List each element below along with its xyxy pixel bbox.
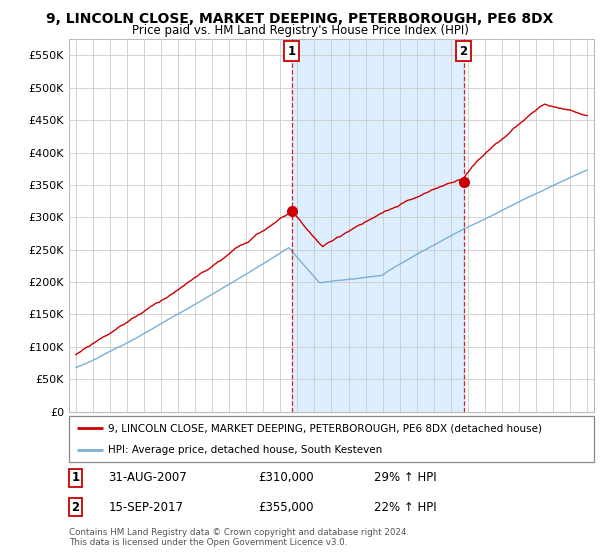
- Text: 15-SEP-2017: 15-SEP-2017: [109, 501, 184, 514]
- Text: £310,000: £310,000: [258, 471, 314, 484]
- Text: HPI: Average price, detached house, South Kesteven: HPI: Average price, detached house, Sout…: [109, 445, 383, 455]
- Text: 2: 2: [460, 45, 467, 58]
- Text: 9, LINCOLN CLOSE, MARKET DEEPING, PETERBOROUGH, PE6 8DX (detached house): 9, LINCOLN CLOSE, MARKET DEEPING, PETERB…: [109, 423, 542, 433]
- Text: Price paid vs. HM Land Registry's House Price Index (HPI): Price paid vs. HM Land Registry's House …: [131, 24, 469, 37]
- Text: 9, LINCOLN CLOSE, MARKET DEEPING, PETERBOROUGH, PE6 8DX: 9, LINCOLN CLOSE, MARKET DEEPING, PETERB…: [46, 12, 554, 26]
- Text: £355,000: £355,000: [258, 501, 314, 514]
- Text: 29% ↑ HPI: 29% ↑ HPI: [373, 471, 436, 484]
- Text: 1: 1: [288, 45, 296, 58]
- Text: 31-AUG-2007: 31-AUG-2007: [109, 471, 187, 484]
- Bar: [292, 39, 464, 412]
- Text: Contains HM Land Registry data © Crown copyright and database right 2024.
This d: Contains HM Land Registry data © Crown c…: [69, 528, 409, 547]
- Text: 22% ↑ HPI: 22% ↑ HPI: [373, 501, 436, 514]
- Text: 1: 1: [71, 471, 79, 484]
- Text: 2: 2: [71, 501, 79, 514]
